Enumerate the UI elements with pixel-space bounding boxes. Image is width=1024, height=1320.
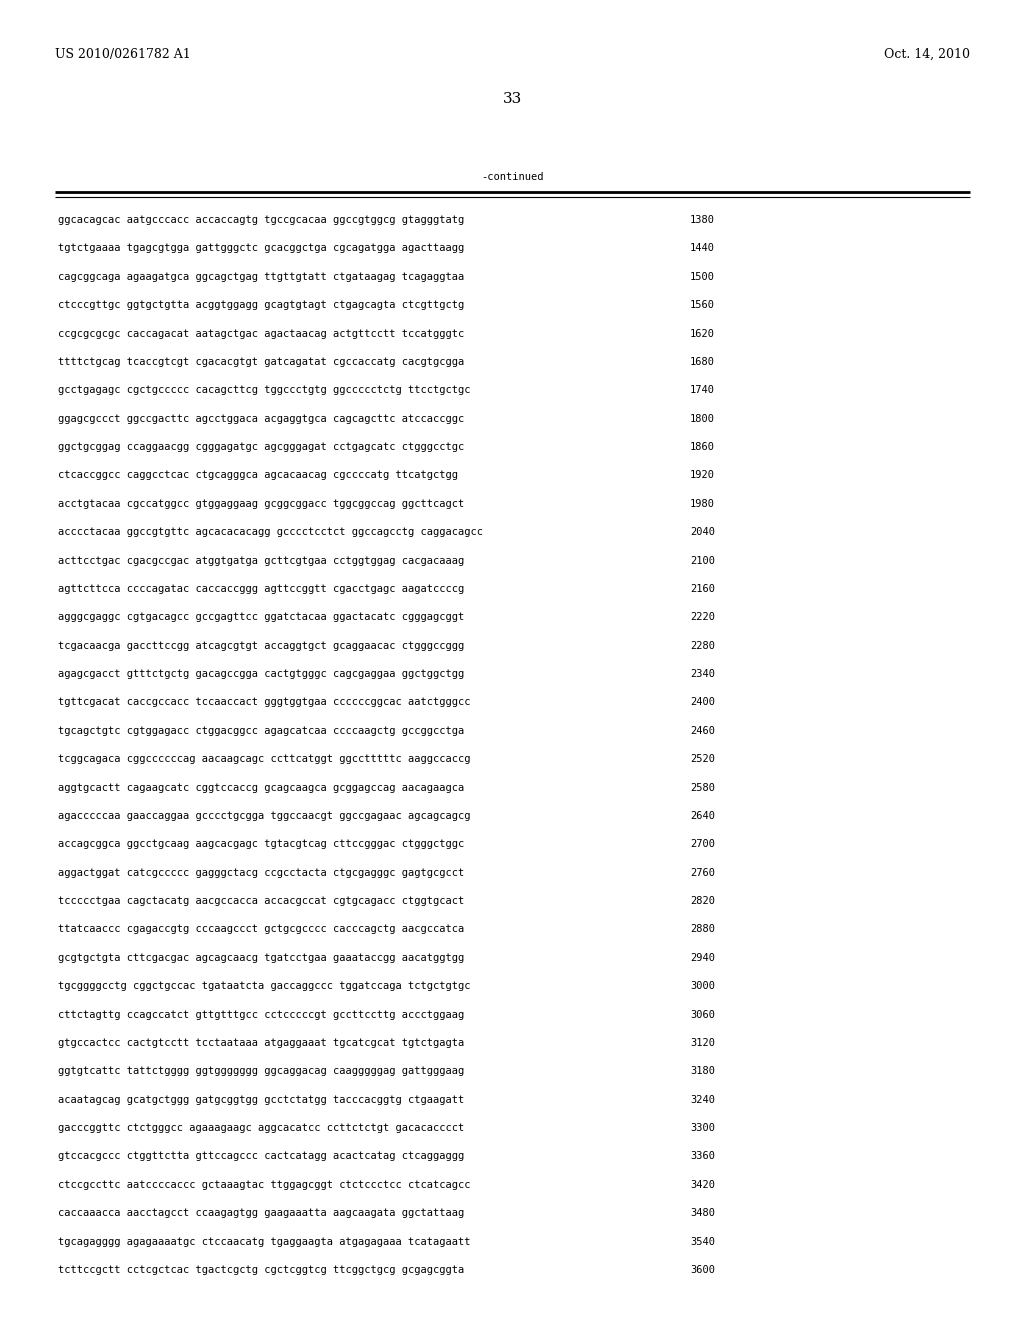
Text: 1380: 1380 xyxy=(690,215,715,224)
Text: aggtgcactt cagaagcatc cggtccaccg gcagcaagca gcggagccag aacagaagca: aggtgcactt cagaagcatc cggtccaccg gcagcaa… xyxy=(58,783,464,792)
Text: 3540: 3540 xyxy=(690,1237,715,1246)
Text: ggtgtcattc tattctgggg ggtggggggg ggcaggacag caagggggag gattgggaag: ggtgtcattc tattctgggg ggtggggggg ggcagga… xyxy=(58,1067,464,1076)
Text: tcttccgctt cctcgctcac tgactcgctg cgctcggtcg ttcggctgcg gcgagcggta: tcttccgctt cctcgctcac tgactcgctg cgctcgg… xyxy=(58,1265,464,1275)
Text: cttctagttg ccagccatct gttgtttgcc cctcccccgt gccttccttg accctggaag: cttctagttg ccagccatct gttgtttgcc cctcccc… xyxy=(58,1010,464,1019)
Text: 2880: 2880 xyxy=(690,924,715,935)
Text: tgcagctgtc cgtggagacc ctggacggcc agagcatcaa ccccaagctg gccggcctga: tgcagctgtc cgtggagacc ctggacggcc agagcat… xyxy=(58,726,464,735)
Text: 1920: 1920 xyxy=(690,470,715,480)
Text: tgcggggcctg cggctgccac tgataatcta gaccaggccc tggatccaga tctgctgtgc: tgcggggcctg cggctgccac tgataatcta gaccag… xyxy=(58,981,470,991)
Text: 3000: 3000 xyxy=(690,981,715,991)
Text: 1740: 1740 xyxy=(690,385,715,395)
Text: 2220: 2220 xyxy=(690,612,715,622)
Text: ttttctgcag tcaccgtcgt cgacacgtgt gatcagatat cgccaccatg cacgtgcgga: ttttctgcag tcaccgtcgt cgacacgtgt gatcaga… xyxy=(58,356,464,367)
Text: ctccgccttc aatccccaccc gctaaagtac ttggagcggt ctctccctcc ctcatcagcc: ctccgccttc aatccccaccc gctaaagtac ttggag… xyxy=(58,1180,470,1189)
Text: 1980: 1980 xyxy=(690,499,715,508)
Text: tgtctgaaaa tgagcgtgga gattgggctc gcacggctga cgcagatgga agacttaagg: tgtctgaaaa tgagcgtgga gattgggctc gcacggc… xyxy=(58,243,464,253)
Text: 3420: 3420 xyxy=(690,1180,715,1189)
Text: ggagcgccct ggccgacttc agcctggaca acgaggtgca cagcagcttc atccaccggc: ggagcgccct ggccgacttc agcctggaca acgaggt… xyxy=(58,413,464,424)
Text: acaatagcag gcatgctggg gatgcggtgg gcctctatgg tacccacggtg ctgaagatt: acaatagcag gcatgctggg gatgcggtgg gcctcta… xyxy=(58,1094,464,1105)
Text: agacccccaa gaaccaggaa gcccctgcgga tggccaacgt ggccgagaac agcagcagcg: agacccccaa gaaccaggaa gcccctgcgga tggcca… xyxy=(58,810,470,821)
Text: ggcacagcac aatgcccacc accaccagtg tgccgcacaa ggccgtggcg gtagggtatg: ggcacagcac aatgcccacc accaccagtg tgccgca… xyxy=(58,215,464,224)
Text: Oct. 14, 2010: Oct. 14, 2010 xyxy=(884,48,970,61)
Text: 2340: 2340 xyxy=(690,669,715,678)
Text: 2640: 2640 xyxy=(690,810,715,821)
Text: gcctgagagc cgctgccccc cacagcttcg tggccctgtg ggccccctctg ttcctgctgc: gcctgagagc cgctgccccc cacagcttcg tggccct… xyxy=(58,385,470,395)
Text: 2580: 2580 xyxy=(690,783,715,792)
Text: 2280: 2280 xyxy=(690,640,715,651)
Text: 1620: 1620 xyxy=(690,329,715,338)
Text: 3480: 3480 xyxy=(690,1208,715,1218)
Text: tcgacaacga gaccttccgg atcagcgtgt accaggtgct gcaggaacac ctgggccggg: tcgacaacga gaccttccgg atcagcgtgt accaggt… xyxy=(58,640,464,651)
Text: caccaaacca aacctagcct ccaagagtgg gaagaaatta aagcaagata ggctattaag: caccaaacca aacctagcct ccaagagtgg gaagaaa… xyxy=(58,1208,464,1218)
Text: 1800: 1800 xyxy=(690,413,715,424)
Text: US 2010/0261782 A1: US 2010/0261782 A1 xyxy=(55,48,190,61)
Text: 33: 33 xyxy=(503,92,521,106)
Text: 2100: 2100 xyxy=(690,556,715,565)
Text: 2040: 2040 xyxy=(690,527,715,537)
Text: 3600: 3600 xyxy=(690,1265,715,1275)
Text: 2520: 2520 xyxy=(690,754,715,764)
Text: -continued: -continued xyxy=(480,172,544,182)
Text: gtgccactcc cactgtcctt tcctaataaa atgaggaaat tgcatcgcat tgtctgagta: gtgccactcc cactgtcctt tcctaataaa atgagga… xyxy=(58,1038,464,1048)
Text: 2940: 2940 xyxy=(690,953,715,962)
Text: gacccggttc ctctgggcc agaaagaagc aggcacatcc ccttctctgt gacacacccct: gacccggttc ctctgggcc agaaagaagc aggcacat… xyxy=(58,1123,464,1133)
Text: agttcttcca ccccagatac caccaccggg agttccggtt cgacctgagc aagatccccg: agttcttcca ccccagatac caccaccggg agttccg… xyxy=(58,583,464,594)
Text: agggcgaggc cgtgacagcc gccgagttcc ggatctacaa ggactacatc cgggagcggt: agggcgaggc cgtgacagcc gccgagttcc ggatcta… xyxy=(58,612,464,622)
Text: tgttcgacat caccgccacc tccaaccact gggtggtgaa ccccccggcac aatctgggcc: tgttcgacat caccgccacc tccaaccact gggtggt… xyxy=(58,697,470,708)
Text: gtccacgccc ctggttctta gttccagccc cactcatagg acactcatag ctcaggaggg: gtccacgccc ctggttctta gttccagccc cactcat… xyxy=(58,1151,464,1162)
Text: acttcctgac cgacgccgac atggtgatga gcttcgtgaa cctggtggag cacgacaaag: acttcctgac cgacgccgac atggtgatga gcttcgt… xyxy=(58,556,464,565)
Text: ggctgcggag ccaggaacgg cgggagatgc agcgggagat cctgagcatc ctgggcctgc: ggctgcggag ccaggaacgg cgggagatgc agcggga… xyxy=(58,442,464,451)
Text: 1560: 1560 xyxy=(690,300,715,310)
Text: acccctacaa ggccgtgttc agcacacacagg gcccctcctct ggccagcctg caggacagcc: acccctacaa ggccgtgttc agcacacacagg gcccc… xyxy=(58,527,483,537)
Text: 2460: 2460 xyxy=(690,726,715,735)
Text: cagcggcaga agaagatgca ggcagctgag ttgttgtatt ctgataagag tcagaggtaa: cagcggcaga agaagatgca ggcagctgag ttgttgt… xyxy=(58,272,464,281)
Text: tgcagagggg agagaaaatgc ctccaacatg tgaggaagta atgagagaaa tcatagaatt: tgcagagggg agagaaaatgc ctccaacatg tgagga… xyxy=(58,1237,470,1246)
Text: ccgcgcgcgc caccagacat aatagctgac agactaacag actgttcctt tccatgggtc: ccgcgcgcgc caccagacat aatagctgac agactaa… xyxy=(58,329,464,338)
Text: acctgtacaa cgccatggcc gtggaggaag gcggcggacc tggcggccag ggcttcagct: acctgtacaa cgccatggcc gtggaggaag gcggcgg… xyxy=(58,499,464,508)
Text: 1500: 1500 xyxy=(690,272,715,281)
Text: ttatcaaccc cgagaccgtg cccaagccct gctgcgcccc cacccagctg aacgccatca: ttatcaaccc cgagaccgtg cccaagccct gctgcgc… xyxy=(58,924,464,935)
Text: 2820: 2820 xyxy=(690,896,715,906)
Text: tccccctgaa cagctacatg aacgccacca accacgccat cgtgcagacc ctggtgcact: tccccctgaa cagctacatg aacgccacca accacgc… xyxy=(58,896,464,906)
Text: gcgtgctgta cttcgacgac agcagcaacg tgatcctgaa gaaataccgg aacatggtgg: gcgtgctgta cttcgacgac agcagcaacg tgatcct… xyxy=(58,953,464,962)
Text: 2160: 2160 xyxy=(690,583,715,594)
Text: 2760: 2760 xyxy=(690,867,715,878)
Text: 3300: 3300 xyxy=(690,1123,715,1133)
Text: 1440: 1440 xyxy=(690,243,715,253)
Text: ctcccgttgc ggtgctgtta acggtggagg gcagtgtagt ctgagcagta ctcgttgctg: ctcccgttgc ggtgctgtta acggtggagg gcagtgt… xyxy=(58,300,464,310)
Text: tcggcagaca cggccccccag aacaagcagc ccttcatggt ggcctttttc aaggccaccg: tcggcagaca cggccccccag aacaagcagc ccttca… xyxy=(58,754,470,764)
Text: aggactggat catcgccccc gagggctacg ccgcctacta ctgcgagggc gagtgcgcct: aggactggat catcgccccc gagggctacg ccgccta… xyxy=(58,867,464,878)
Text: 1860: 1860 xyxy=(690,442,715,451)
Text: 2400: 2400 xyxy=(690,697,715,708)
Text: 3060: 3060 xyxy=(690,1010,715,1019)
Text: 3120: 3120 xyxy=(690,1038,715,1048)
Text: ctcaccggcc caggcctcac ctgcagggca agcacaacag cgccccatg ttcatgctgg: ctcaccggcc caggcctcac ctgcagggca agcacaa… xyxy=(58,470,458,480)
Text: agagcgacct gtttctgctg gacagccgga cactgtgggc cagcgaggaa ggctggctgg: agagcgacct gtttctgctg gacagccgga cactgtg… xyxy=(58,669,464,678)
Text: accagcggca ggcctgcaag aagcacgagc tgtacgtcag cttccgggac ctgggctggc: accagcggca ggcctgcaag aagcacgagc tgtacgt… xyxy=(58,840,464,849)
Text: 2700: 2700 xyxy=(690,840,715,849)
Text: 3180: 3180 xyxy=(690,1067,715,1076)
Text: 1680: 1680 xyxy=(690,356,715,367)
Text: 3240: 3240 xyxy=(690,1094,715,1105)
Text: 3360: 3360 xyxy=(690,1151,715,1162)
